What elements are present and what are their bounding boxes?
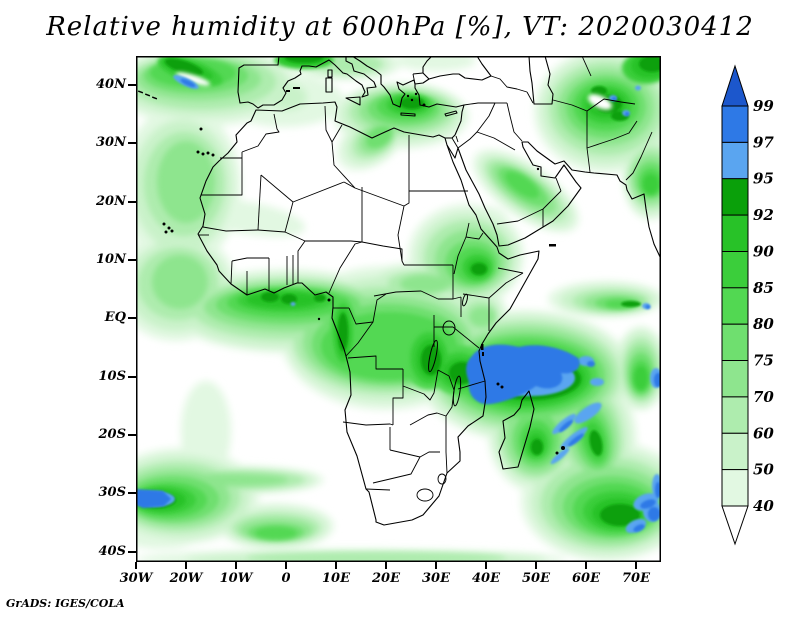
- svg-text:85: 85: [753, 279, 774, 297]
- lat-label-10n: 10N: [96, 252, 126, 267]
- islands: [137, 87, 565, 455]
- svg-text:90: 90: [753, 243, 774, 261]
- lat-label-40s: 40S: [98, 544, 126, 559]
- lat-label-30s: 30S: [98, 485, 126, 500]
- lon-label-60e: 60E: [572, 571, 600, 586]
- colorbar-labels: 99 97 95 92 90 85 80 75 70 60 50 40: [753, 97, 774, 515]
- lon-label-50e: 50E: [522, 571, 550, 586]
- plot-title: Relative humidity at 600hPa [%], VT: 202…: [46, 12, 754, 42]
- svg-text:50: 50: [753, 461, 774, 479]
- svg-text:97: 97: [753, 133, 774, 151]
- lon-label-40e: 40E: [472, 571, 500, 586]
- country-borders: [198, 56, 653, 502]
- lon-label-0: 0: [281, 571, 291, 586]
- colorbar-arrow-top: [721, 64, 749, 107]
- colorbar: 99 97 95 92 90 85 80 75 70 60 50 40: [720, 62, 796, 558]
- lat-label-eq: EQ: [104, 310, 126, 325]
- svg-text:95: 95: [753, 170, 774, 188]
- lon-label-30e: 30E: [422, 571, 450, 586]
- svg-text:92: 92: [753, 206, 774, 224]
- map-frame: [136, 56, 661, 562]
- svg-text:75: 75: [753, 352, 774, 370]
- grads-attribution: GrADS: IGES/COLA: [6, 597, 125, 610]
- colorbar-arrow-bottom: [721, 505, 749, 546]
- lat-label-20s: 20S: [98, 427, 126, 442]
- map-canvas: [136, 56, 661, 562]
- lon-label-70e: 70E: [622, 571, 650, 586]
- lon-label-20w: 20W: [169, 571, 203, 586]
- lat-label-40n: 40N: [96, 77, 126, 92]
- lat-label-20n: 20N: [96, 194, 126, 209]
- lon-label-10e: 10E: [322, 571, 350, 586]
- svg-text:40: 40: [753, 497, 774, 515]
- svg-text:70: 70: [753, 388, 774, 406]
- svg-text:99: 99: [753, 97, 774, 115]
- svg-text:80: 80: [753, 315, 774, 333]
- map-area: [136, 56, 661, 562]
- rh-shading-97: [136, 78, 661, 532]
- lon-label-20e: 20E: [372, 571, 400, 586]
- lakes: [428, 293, 468, 407]
- colorbar-segments: [721, 105, 749, 507]
- svg-text:60: 60: [753, 424, 774, 442]
- lat-label-10s: 10S: [98, 369, 126, 384]
- lon-label-10w: 10W: [219, 571, 253, 586]
- colorbar-canvas: 99 97 95 92 90 85 80 75 70 60 50 40: [721, 64, 774, 546]
- lon-label-30w: 30W: [119, 571, 153, 586]
- lat-label-30n: 30N: [96, 135, 126, 150]
- coastlines: [197, 56, 661, 526]
